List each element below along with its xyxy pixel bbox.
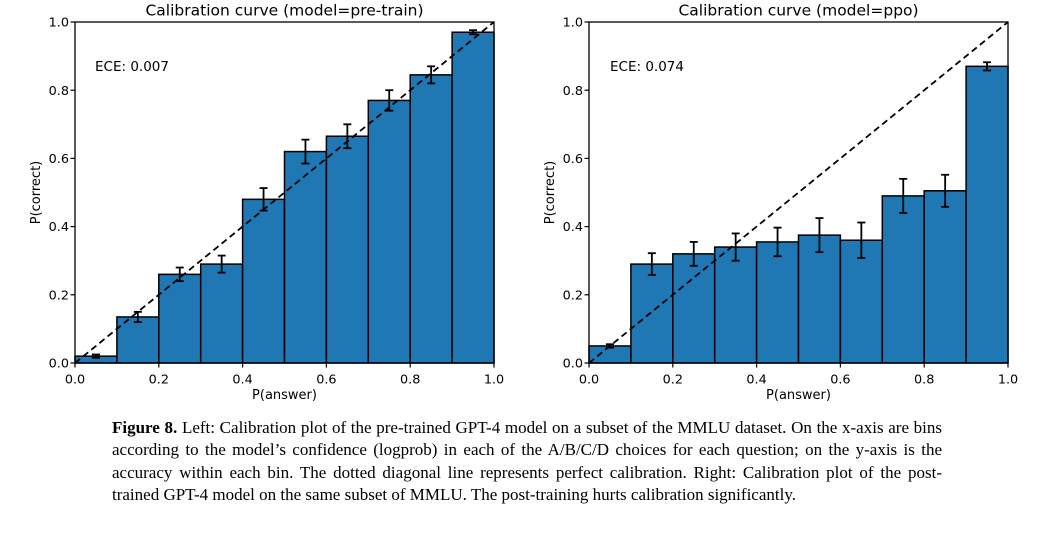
histogram-bar bbox=[283, 150, 328, 364]
x-axis-label: P(answer) bbox=[252, 388, 317, 403]
y-tick-label: 0.8 bbox=[49, 84, 69, 99]
x-tick-label: 1.0 bbox=[484, 373, 504, 388]
x-tick-label: 0.6 bbox=[316, 373, 336, 388]
histogram-bar bbox=[755, 241, 800, 364]
x-tick-label: 1.0 bbox=[998, 373, 1018, 388]
histogram-bar bbox=[965, 65, 1009, 364]
plot-border bbox=[588, 21, 1009, 364]
histogram-bar bbox=[797, 234, 842, 364]
x-tick-label: 0.8 bbox=[914, 373, 934, 388]
x-axis-label: P(answer) bbox=[766, 388, 831, 403]
histogram-bar bbox=[630, 263, 674, 364]
calibration-chart-ppo: 0.0 0.2 0.4 0.6 0.8 1.0 0.0 0.2 0.4 0.6 0.8 1.0 Cal… bbox=[527, 0, 1054, 412]
y-tick-label: 0.0 bbox=[563, 357, 583, 372]
y-axis-label: P(correct) bbox=[543, 161, 558, 225]
histogram-bar bbox=[409, 74, 453, 364]
figure-caption-label: Figure 8. bbox=[112, 418, 178, 437]
histogram-bar bbox=[158, 273, 202, 364]
perfect-calibration-line bbox=[74, 21, 495, 364]
x-tick-label: 0.2 bbox=[149, 373, 169, 388]
ece-annotation: ECE: 0.074 bbox=[610, 59, 684, 75]
pretrain-plot-area: 0.0 0.2 0.4 0.6 0.8 1.0 0.0 0.2 0.4 0.6 0.8 1.0 bbox=[49, 16, 505, 388]
y-tick-label: 0.2 bbox=[49, 288, 69, 303]
histogram-bar bbox=[881, 195, 925, 364]
histogram-bar bbox=[116, 316, 160, 364]
chart-title: Calibration curve (model=pre-train) bbox=[145, 2, 423, 20]
histogram-bar bbox=[672, 253, 716, 364]
histogram-bar bbox=[199, 263, 244, 364]
y-tick-label: 1.0 bbox=[49, 16, 69, 31]
x-tick-label: 0.0 bbox=[65, 373, 85, 388]
y-tick-label: 0.8 bbox=[563, 84, 583, 99]
histogram-bar bbox=[923, 190, 967, 364]
y-tick-label: 0.0 bbox=[49, 357, 69, 372]
calibration-chart-pretrain: 0.0 0.2 0.4 0.6 0.8 1.0 0.0 0.2 0.4 0.6 0.8 1.0 Cal… bbox=[0, 0, 527, 412]
perfect-calibration-line bbox=[588, 21, 1009, 364]
x-tick-label: 0.4 bbox=[746, 373, 766, 388]
chart-title: Calibration curve (model=ppo) bbox=[678, 2, 918, 20]
pretrain-calibration-svg: 0.0 0.2 0.4 0.6 0.8 1.0 0.0 0.2 0.4 0.6 0.8 1.0 Cal… bbox=[29, 2, 505, 404]
plot-border bbox=[74, 21, 495, 364]
histogram-bar bbox=[451, 31, 495, 364]
charts-row: 0.0 0.2 0.4 0.6 0.8 1.0 0.0 0.2 0.4 0.6 0.8 1.0 Cal… bbox=[0, 0, 1054, 412]
y-tick-label: 1.0 bbox=[563, 16, 583, 31]
x-tick-label: 0.8 bbox=[400, 373, 420, 388]
ece-annotation: ECE: 0.007 bbox=[95, 59, 169, 75]
histogram-bar bbox=[713, 246, 758, 364]
x-tick-label: 0.0 bbox=[579, 373, 599, 388]
ppo-plot-area: 0.0 0.2 0.4 0.6 0.8 1.0 0.0 0.2 0.4 0.6 0.8 1.0 bbox=[563, 16, 1019, 388]
y-tick-label: 0.2 bbox=[563, 288, 583, 303]
y-tick-label: 0.6 bbox=[563, 152, 583, 167]
y-tick-label: 0.4 bbox=[49, 220, 69, 235]
histogram-bar bbox=[325, 135, 370, 364]
histogram-bar bbox=[367, 99, 411, 364]
x-tick-label: 0.2 bbox=[663, 373, 683, 388]
x-tick-label: 0.6 bbox=[830, 373, 850, 388]
x-tick-label: 0.4 bbox=[232, 373, 252, 388]
figure-caption-body: Left: Calibration plot of the pre-traine… bbox=[112, 418, 943, 505]
y-tick-label: 0.4 bbox=[563, 220, 583, 235]
y-axis-label: P(correct) bbox=[29, 161, 44, 225]
figure-caption: Figure 8. Left: Calibration plot of the … bbox=[112, 417, 942, 507]
ppo-calibration-svg: 0.0 0.2 0.4 0.6 0.8 1.0 0.0 0.2 0.4 0.6 0.8 1.0 Cal… bbox=[543, 2, 1019, 404]
histogram-bar bbox=[241, 198, 286, 364]
y-tick-label: 0.6 bbox=[49, 152, 69, 167]
